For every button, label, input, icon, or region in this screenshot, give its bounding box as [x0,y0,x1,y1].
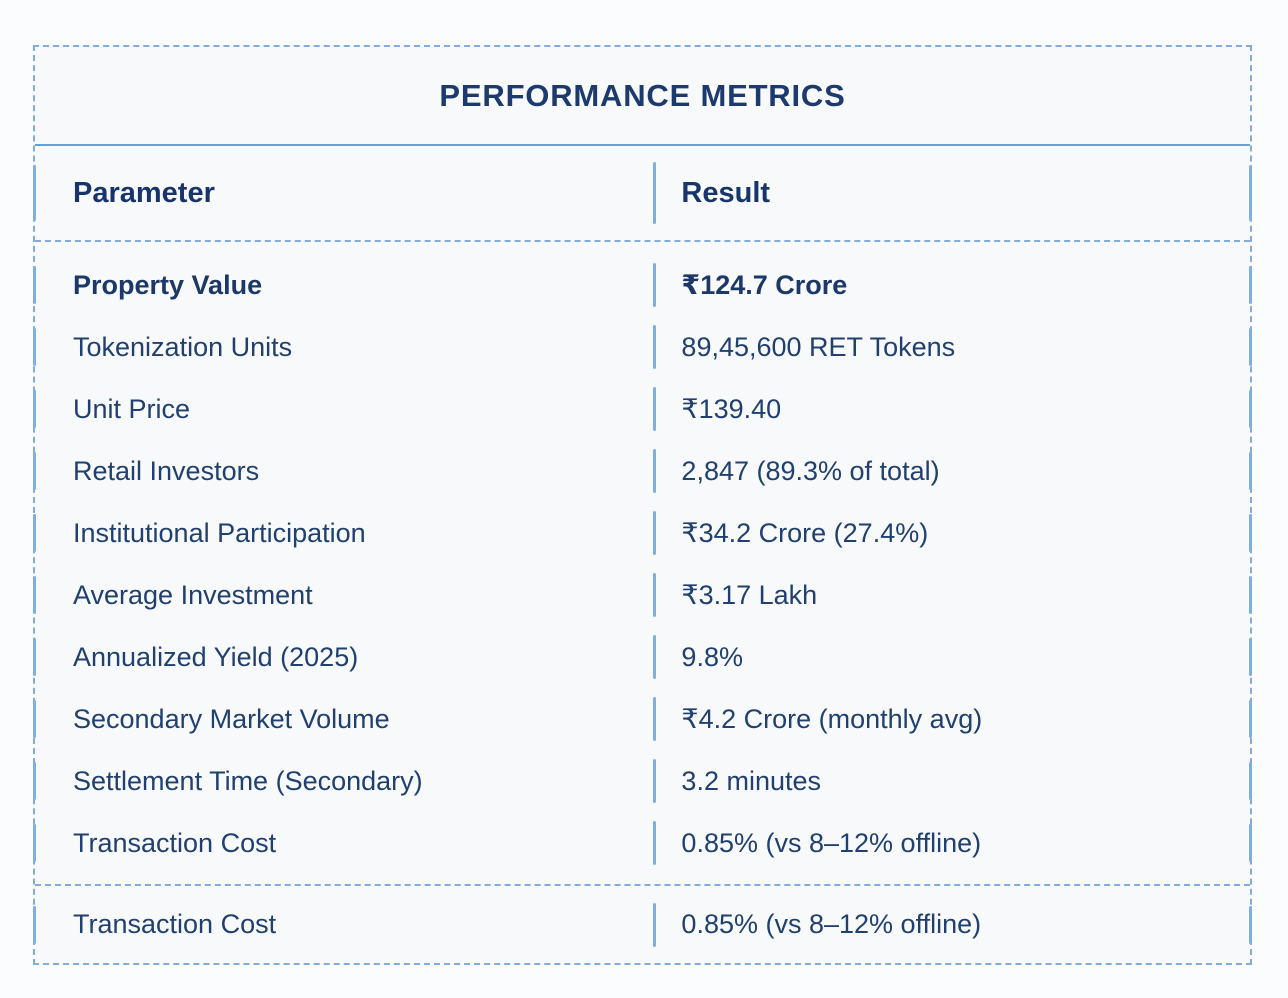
table-title-bar: PERFORMANCE METRICS [35,47,1250,146]
parameter-cell: Transaction Cost [73,909,277,939]
column-header-parameter-label: Parameter [73,176,215,209]
parameter-cell: Unit Price [73,393,191,424]
parameter-cell: Retail Investors [73,455,260,486]
result-cell: ₹34.2 Crore (27.4%) [653,518,1250,549]
table-row: Retail Investors 2,847 (89.3% of total) [35,440,1250,502]
table-row: Transaction Cost 0.85% (vs 8–12% offline… [35,812,1250,874]
table-row: Secondary Market Volume ₹4.2 Crore (mont… [35,688,1250,750]
table-title: PERFORMANCE METRICS [439,77,846,113]
result-cell: 0.85% (vs 8–12% offline) [653,828,1250,859]
result-cell: ₹124.7 Crore [653,270,1250,301]
table-header-row: Parameter Result [35,146,1250,242]
table-footer-row: Transaction Cost 0.85% (vs 8–12% offline… [35,884,1250,963]
column-header-parameter: Parameter [35,177,653,210]
result-cell: ₹4.2 Crore (monthly avg) [653,704,1250,735]
column-header-result-label: Result [681,176,771,209]
result-cell: 2,847 (89.3% of total) [653,456,1250,487]
table-body: Property Value ₹124.7 Crore Tokenization… [35,242,1250,884]
table-row: Unit Price ₹139.40 [35,378,1250,440]
parameter-cell: Average Investment [73,579,313,610]
result-cell: 9.8% [653,642,1250,673]
table-row: Average Investment ₹3.17 Lakh [35,564,1250,626]
result-cell: 3.2 minutes [653,766,1250,797]
parameter-cell: Tokenization Units [73,331,293,362]
table-row: Tokenization Units 89,45,600 RET Tokens [35,316,1250,378]
parameter-cell: Annualized Yield (2025) [73,641,359,672]
parameter-cell: Property Value [73,269,263,300]
parameter-cell: Transaction Cost [73,827,277,858]
table-row: Settlement Time (Secondary) 3.2 minutes [35,750,1250,812]
parameter-cell: Settlement Time (Secondary) [73,765,423,796]
parameter-cell: Secondary Market Volume [73,703,390,734]
column-header-result: Result [653,177,1250,210]
parameter-cell: Institutional Participation [73,517,366,548]
table-row: Property Value ₹124.7 Crore [35,254,1250,316]
performance-metrics-table: PERFORMANCE METRICS Parameter Result Pro… [33,45,1252,965]
result-cell: 89,45,600 RET Tokens [653,332,1250,363]
table-row: Annualized Yield (2025) 9.8% [35,626,1250,688]
result-cell: ₹139.40 [653,394,1250,425]
result-cell: ₹3.17 Lakh [653,580,1250,611]
table-row: Institutional Participation ₹34.2 Crore … [35,502,1250,564]
result-cell: 0.85% (vs 8–12% offline) [653,909,1250,940]
